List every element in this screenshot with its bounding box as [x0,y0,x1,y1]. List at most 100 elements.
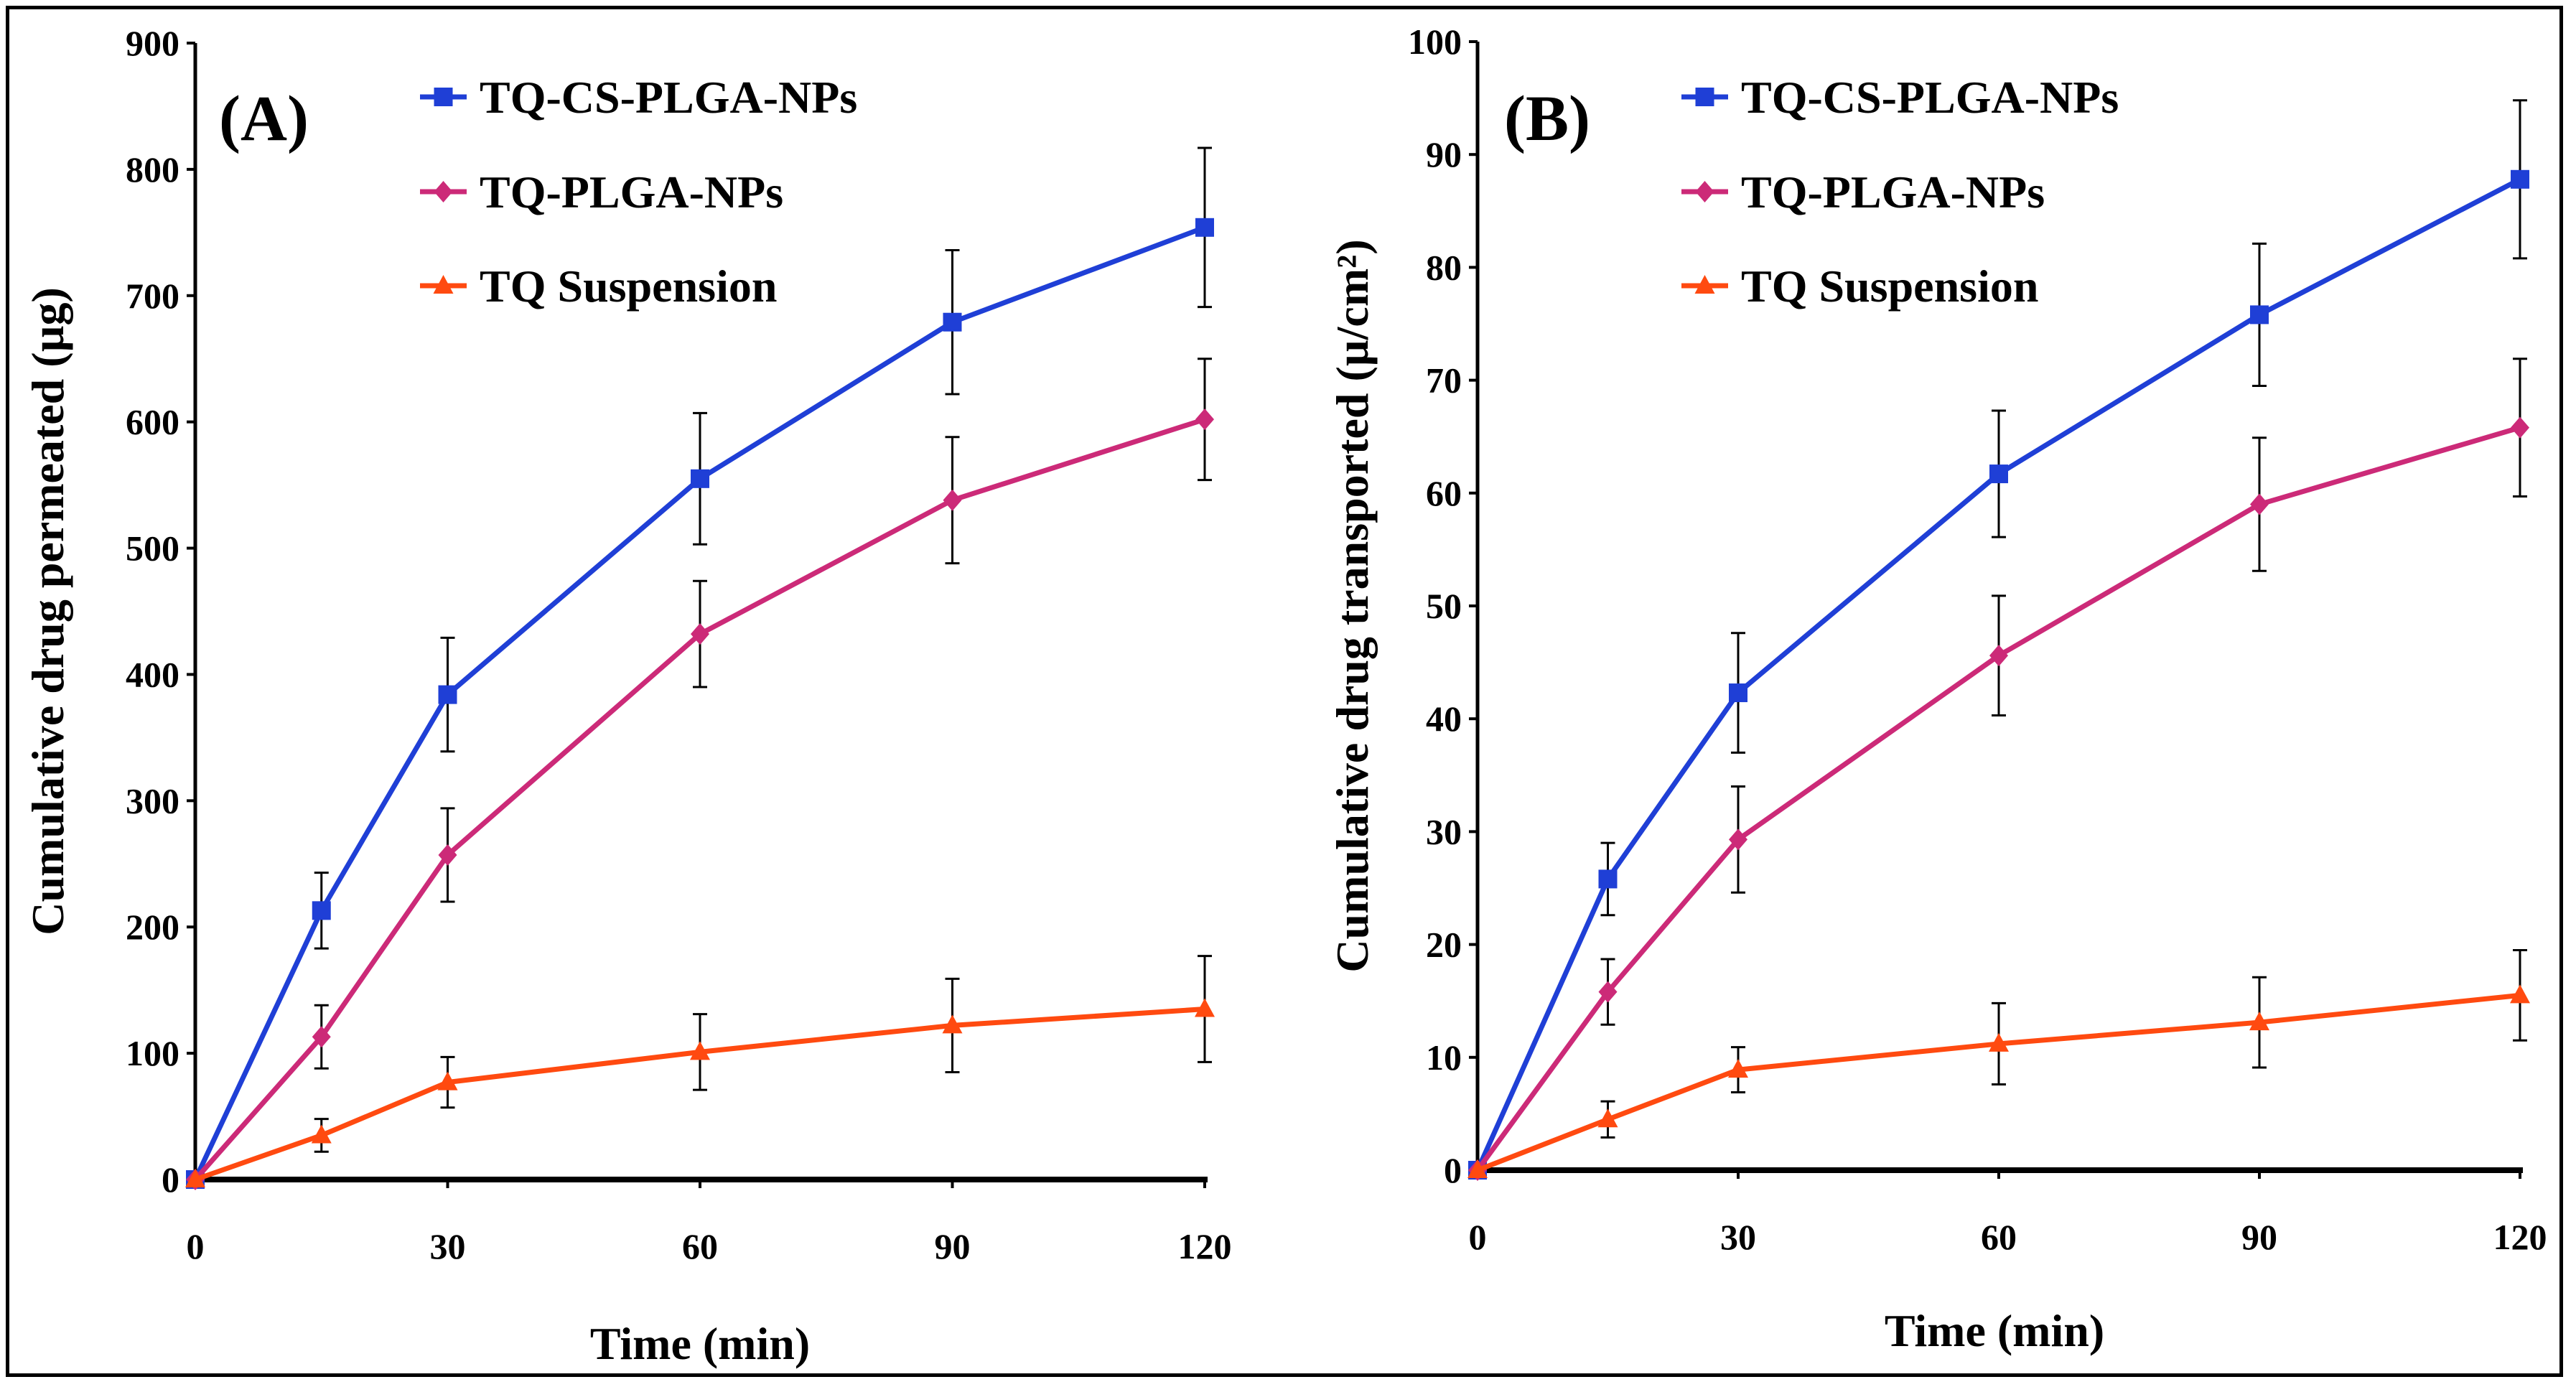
data-point [1989,464,2008,484]
data-point [943,489,962,511]
y-tick-label: 400 [126,654,179,694]
x-tick-label: 0 [1469,1217,1487,1257]
data-point [1728,1059,1748,1078]
legend-marker [1695,88,1714,106]
legend-entry: TQ-CS-PLGA-NPs [1681,72,2119,123]
legend-entry: TQ-CS-PLGA-NPs [420,72,857,123]
y-tick-label: 50 [1426,586,1462,626]
data-point [1598,981,1618,1003]
series-line [192,225,1206,1181]
y-tick-label: 200 [126,907,179,947]
legend-label: TQ-PLGA-NPs [1741,167,2045,218]
legend-entry: TQ-PLGA-NPs [420,167,783,218]
x-tick-label: 90 [935,1226,971,1266]
legend-marker [433,275,454,294]
series-tq-suspension [1467,948,2530,1178]
data-point [690,1041,710,1060]
y-tick-label: 100 [126,1033,179,1073]
data-point [942,1014,963,1034]
y-axis-title: Cumulative drug permeated (µg) [22,287,73,935]
chart-panel-a: 0 100 200 300 400 500 600 700 800 900 0 30 60 90 120 Ti… [22,23,1232,1369]
data-point [1597,1108,1618,1128]
data-point [2249,1012,2269,1031]
legend-entry: TQ Suspension [1681,261,2038,312]
y-tick-label: 0 [1444,1150,1462,1190]
y-tick-label: 600 [126,402,179,442]
legend-label: TQ Suspension [1741,261,2038,312]
legend-label: TQ Suspension [480,261,777,312]
y-tick-label: 0 [162,1159,179,1200]
x-tick-label: 60 [1981,1217,2017,1257]
y-tick-label: 70 [1426,360,1462,401]
x-axis-title: Time (min) [1885,1305,2104,1356]
panel-label: (A) [219,83,309,154]
series-tq-suspension [185,955,1215,1187]
series-line [193,416,1206,1182]
legend-label: TQ-CS-PLGA-NPs [480,72,857,123]
data-point [1729,828,1747,851]
data-point [1195,998,1215,1017]
legend-label: TQ-PLGA-NPs [480,167,783,218]
data-point [2510,984,2530,1004]
data-point [1989,645,2008,667]
x-tick-label: 90 [2241,1217,2277,1257]
legend-label: TQ-CS-PLGA-NPs [1741,72,2119,123]
data-point [1598,869,1618,889]
data-point [691,469,709,488]
x-tick-label: 0 [187,1226,205,1266]
data-point [2250,493,2269,515]
data-point [437,1071,458,1091]
data-point [691,623,709,645]
y-tick-label: 10 [1426,1037,1462,1078]
series-line [1475,177,2521,1172]
y-tick-label: 60 [1426,473,1462,513]
data-point [2250,305,2269,324]
data-point [438,685,457,704]
y-tick-label: 800 [126,149,179,190]
y-tick-label: 20 [1426,925,1462,965]
y-tick-label: 700 [126,276,179,316]
data-point [1467,1159,1488,1178]
series-line [194,1007,1205,1182]
x-tick-label: 30 [430,1226,466,1266]
legend-marker [434,181,453,202]
data-point [2511,416,2529,439]
y-tick-label: 40 [1426,699,1462,739]
x-tick-label: 120 [1178,1226,1232,1266]
legend-marker [434,88,453,106]
y-tick-label: 100 [1408,22,1462,62]
legend-entry: TQ-PLGA-NPs [1681,167,2045,218]
y-tick-label: 90 [1426,134,1462,174]
y-tick-label: 30 [1426,811,1462,851]
legend-entry: TQ Suspension [420,261,777,312]
panel-label: (B) [1504,83,1590,154]
x-tick-label: 120 [2493,1217,2547,1257]
data-point [943,312,962,332]
data-point [312,1026,331,1048]
chart-panel-b: 0 10 20 30 40 50 60 70 80 90 100 0 30 60 90 120 Time (mi… [1327,22,2547,1356]
data-point [312,901,331,920]
x-tick-label: 30 [1720,1217,1756,1257]
data-point [438,844,457,866]
legend-marker [1694,275,1715,294]
x-tick-label: 60 [682,1226,718,1266]
x-axis-title: Time (min) [590,1318,810,1369]
data-point [311,1124,332,1144]
data-point [1989,1032,2009,1052]
y-tick-label: 500 [126,528,179,569]
y-tick-label: 300 [126,780,179,821]
y-tick-label: 80 [1426,247,1462,287]
figure-frame [6,6,2563,1377]
series-line [1475,425,2521,1172]
data-point [2511,169,2529,189]
y-axis-title: Cumulative drug transported (µ/cm²) [1327,239,1378,972]
legend-marker [1695,181,1714,202]
data-point [1195,408,1214,431]
y-tick-label: 900 [126,23,179,63]
data-point [1729,683,1747,703]
series-line [1476,992,2521,1173]
data-point [1195,218,1214,237]
data-point [185,1169,205,1187]
